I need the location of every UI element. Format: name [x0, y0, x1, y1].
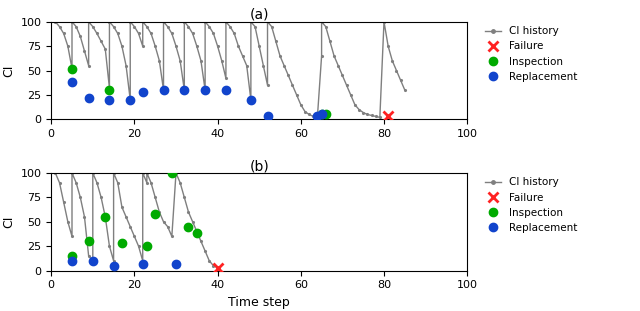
Y-axis label: CI: CI	[2, 216, 15, 228]
Legend: CI history, Failure, Inspection, Replacement: CI history, Failure, Inspection, Replace…	[481, 22, 581, 86]
Title: (b): (b)	[250, 159, 269, 173]
Title: (a): (a)	[250, 8, 269, 22]
X-axis label: Time step: Time step	[228, 296, 290, 309]
Legend: CI history, Failure, Inspection, Replacement: CI history, Failure, Inspection, Replace…	[481, 173, 581, 237]
Y-axis label: CI: CI	[2, 64, 15, 77]
